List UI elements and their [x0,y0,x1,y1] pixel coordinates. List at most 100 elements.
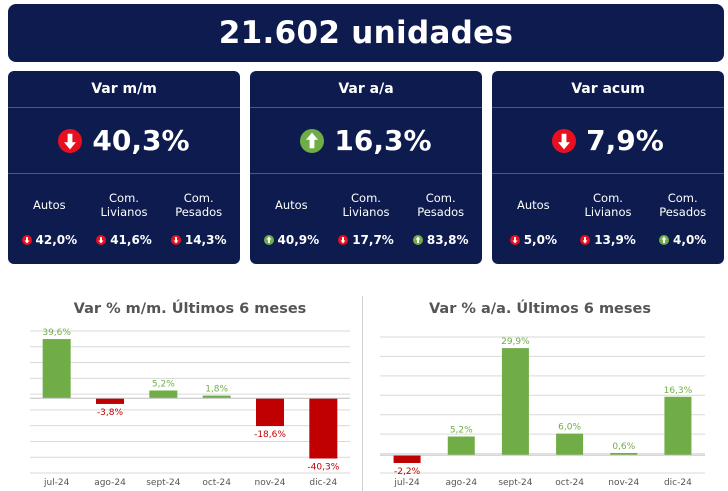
x-tick-label: oct-24 [555,478,584,488]
bar-dic-24 [309,398,338,459]
data-label: -40,3% [307,463,339,473]
kpi-segment-value: 83,8% [426,233,469,247]
kpi-breakdown-col: Com. Livianos 13,9% [571,174,646,254]
data-label: 29,9% [501,337,530,347]
down-arrow-icon [338,235,349,245]
x-tick-label: dic-24 [309,478,337,488]
kpi-breakdown: Autos 40,9% Com. Livianos 17,7% Com. Pes… [250,174,482,254]
x-tick-label: oct-24 [202,478,231,488]
bar-oct-24 [556,433,584,456]
kpi-breakdown-col: Autos 42,0% [12,174,87,254]
kpi-main-value-row: 16,3% [250,108,482,174]
kpi-breakdown-col: Com. Livianos 41,6% [87,174,162,254]
kpi-main-value: 16,3% [334,124,432,157]
data-label: 16,3% [664,386,693,396]
kpi-segment-value-row: 17,7% [329,226,404,254]
bar-sept-24 [501,348,529,456]
bar-sept-24 [149,390,178,399]
kpi-segment-label: Autos [32,198,66,212]
kpi-breakdown: Autos 5,0% Com. Livianos 13,9% Com. Pesa… [492,174,724,254]
x-tick-label: jul-24 [393,478,420,488]
kpi-segment-value-row: 41,6% [87,226,162,254]
data-label: 6,0% [558,423,581,433]
x-tick-label: nov-24 [255,478,286,488]
data-label: 5,2% [152,379,175,389]
down-arrow-icon [552,128,577,153]
kpi-segment-label: Autos [516,198,550,212]
data-label: 1,8% [205,385,228,395]
kpi-main-value: 7,9% [586,124,664,157]
x-tick-label: nov-24 [608,478,639,488]
kpi-breakdown-col: Com. Pesados 14,3% [161,174,236,254]
up-arrow-icon [412,235,423,245]
kpi-segment-label: Autos [274,198,308,212]
x-tick-label: jul-24 [43,478,70,488]
kpi-breakdown-col: Autos 5,0% [496,174,571,254]
kpi-breakdown-col: Com. Livianos 17,7% [329,174,404,254]
kpi-segment-value: 17,7% [352,233,394,247]
x-tick-label: ago-24 [94,478,126,488]
kpi-segment-label: Com. Livianos [100,191,148,219]
data-label: -3,8% [97,408,124,418]
kpi-segment-value-row: 13,9% [571,226,646,254]
data-label: 0,6% [612,442,635,452]
kpi-segment-value: 42,0% [35,233,78,247]
kpi-card: Var acum 7,9% Autos 5,0% Com. Livianos [492,71,724,264]
x-tick-label: sept-24 [146,478,180,488]
bar-jul-24 [393,455,421,463]
up-arrow-icon [263,235,274,245]
up-arrow-icon [300,128,325,153]
kpi-card-title: Var m/m [8,71,240,108]
kpi-segment-value-row: 4,0% [645,226,720,254]
kpi-main-value: 40,3% [92,124,190,157]
kpi-main-value-row: 40,3% [8,108,240,174]
kpi-segment-value: 13,9% [594,233,636,247]
x-tick-label: dic-24 [664,478,692,488]
down-arrow-icon [580,235,591,245]
kpi-breakdown-col: Autos 40,9% [254,174,329,254]
kpi-card-title: Var a/a [250,71,482,108]
kpi-segment-value-row: 14,3% [161,226,236,254]
data-label: -2,2% [394,467,421,477]
total-units-title: 21.602 unidades [218,15,514,51]
down-arrow-icon [96,235,107,245]
bar-nov-24 [256,398,284,427]
kpi-segment-label: Com. Pesados [417,191,465,219]
chart-mm: 39,6% jul-24 -3,8% ago-24 5,2% sept-24 1,8% oct… [30,328,350,488]
chart-divider [362,296,363,491]
kpi-segment-value-row: 5,0% [496,226,571,254]
kpi-segment-value: 14,3% [184,233,227,247]
down-arrow-icon [58,128,83,153]
kpi-segment-value: 4,0% [673,233,707,247]
kpi-card: Var m/m 40,3% Autos 42,0% Com. Livianos [8,71,240,264]
chart-aa-title: Var % a/a. Últimos 6 meses [429,301,651,317]
kpi-segment-value: 5,0% [523,233,557,247]
kpi-segment-label: Com. Pesados [659,191,707,219]
kpi-segment-value-row: 40,9% [254,226,329,254]
x-tick-label: ago-24 [445,478,477,488]
kpi-segment-label: Com. Livianos [584,191,632,219]
kpi-segment-value-row: 83,8% [403,226,478,254]
kpi-segment-value: 40,9% [277,233,320,247]
x-tick-label: sept-24 [498,478,532,488]
bar-ago-24 [96,398,124,404]
bar-nov-24 [610,452,638,456]
data-label: 5,2% [450,425,473,435]
kpi-segment-value-row: 42,0% [12,226,87,254]
kpi-card-title: Var acum [492,71,724,108]
data-label: -18,6% [254,430,286,440]
total-units-banner: 21.602 unidades [8,4,724,62]
chart-aa: -2,2%jul-24 5,2% ago-24 29,9% sept-24 6,0% oct… [380,336,705,488]
kpi-segment-label: Com. Pesados [175,191,223,219]
kpi-breakdown: Autos 42,0% Com. Livianos 41,6% Com. Pes… [8,174,240,254]
bar-oct-24 [202,395,231,399]
kpi-breakdown-col: Com. Pesados 4,0% [645,174,720,254]
down-arrow-icon [21,235,32,245]
up-arrow-icon [659,235,670,245]
down-arrow-icon [509,235,520,245]
chart-mm-title: Var % m/m. Últimos 6 meses [73,301,307,317]
kpi-segment-label: Com. Livianos [342,191,390,219]
data-label: 39,6% [42,328,71,338]
bar-dic-24 [664,396,692,456]
kpi-breakdown-col: Com. Pesados 83,8% [403,174,478,254]
